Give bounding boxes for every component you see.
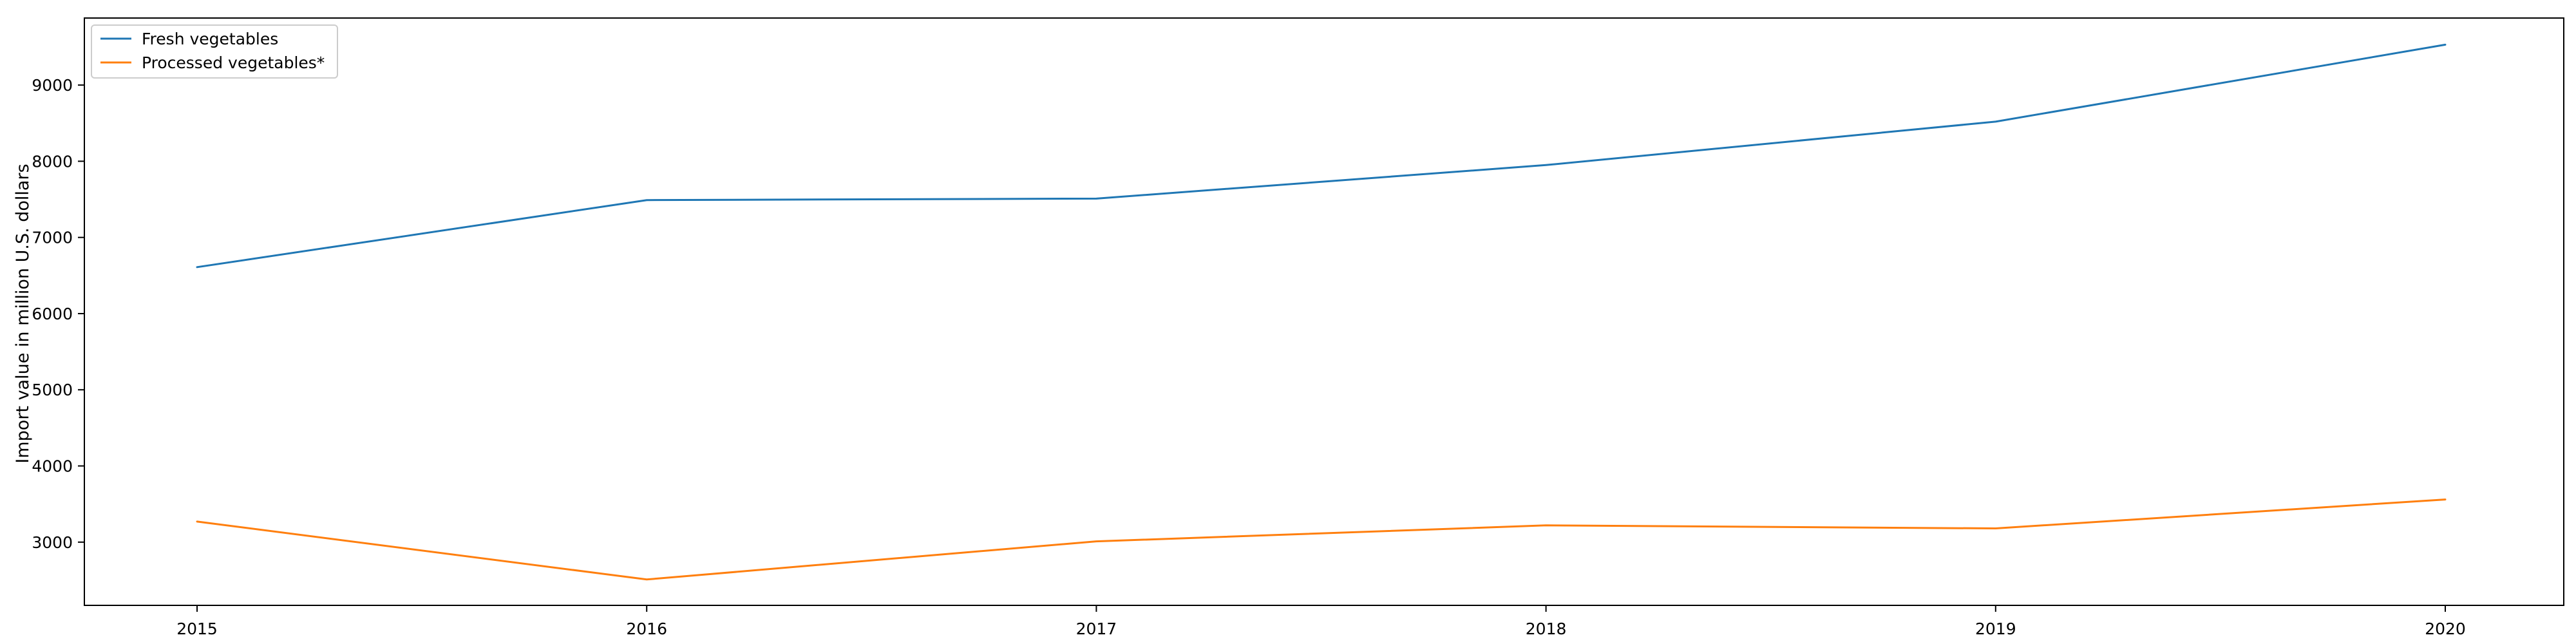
fresh-vegetables-point (646, 199, 648, 201)
y-axis-label-group: Import value in million U.S. dollars (13, 164, 33, 463)
plot-frame (84, 17, 2564, 606)
y-tick-label: 5000 (32, 381, 73, 399)
x-tick-label: 2019 (1975, 620, 2016, 638)
x-tick-label: 2018 (1526, 620, 1567, 638)
processed-vegetables-series-line (196, 498, 2447, 581)
legend: Fresh vegetables Processed vegetables* (91, 24, 338, 79)
y-axis-label: Import value in million U.S. dollars (13, 164, 33, 463)
legend-box (91, 24, 338, 79)
legend-fresh-vegetables-label: Fresh vegetables (142, 30, 278, 48)
fresh-vegetables-point (1545, 164, 1547, 166)
x-tick-label: 2017 (1076, 620, 1117, 638)
processed-vegetables-point (1994, 527, 1996, 529)
x-tick-label: 2020 (2425, 620, 2466, 638)
processed-vegetables-point (1095, 540, 1097, 542)
y-tick-label: 4000 (32, 457, 73, 476)
processed-vegetables-point (196, 520, 198, 522)
y-ticks: 3000 4000 5000 6000 7000 8000 9000 (32, 76, 84, 552)
x-tick-label: 2015 (176, 620, 218, 638)
legend-processed-vegetables-label: Processed vegetables* (142, 53, 325, 72)
processed-vegetables-point (1545, 524, 1547, 526)
fresh-vegetables-point (1095, 198, 1097, 200)
y-tick-label: 8000 (32, 152, 73, 171)
y-tick-label: 7000 (32, 229, 73, 247)
fresh-vegetables-point (196, 266, 198, 268)
y-tick-label: 3000 (32, 533, 73, 552)
series-layer (196, 43, 2447, 581)
processed-vegetables-point (646, 578, 648, 580)
y-tick-label: 6000 (32, 305, 73, 323)
fresh-vegetables-series-line (196, 43, 2447, 269)
x-ticks: 2015 2016 2017 2018 2019 2020 (176, 605, 2466, 638)
x-tick-label: 2016 (626, 620, 667, 638)
y-tick-label: 9000 (32, 76, 73, 95)
processed-vegetables-point (2445, 498, 2447, 500)
fresh-vegetables-point (1994, 120, 1996, 122)
fresh-vegetables-point (2445, 44, 2447, 46)
